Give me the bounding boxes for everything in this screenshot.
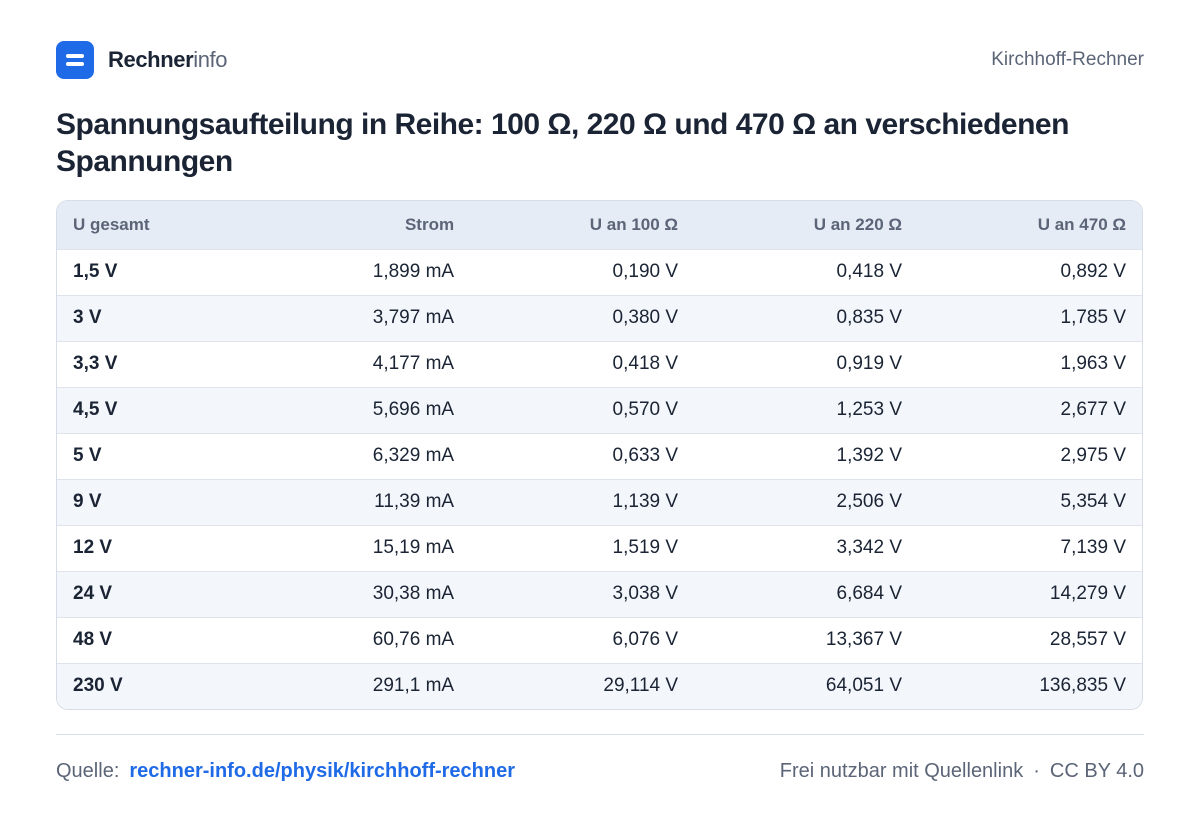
table-row: 1,5 V 1,899 mA 0,190 V 0,418 V 0,892 V (57, 249, 1142, 295)
rechnerinfo-logo-icon (56, 41, 94, 79)
cell-current: 1,899 mA (372, 261, 455, 282)
cell-u-100: 3,038 V (612, 583, 679, 604)
cell-current: 11,39 mA (374, 491, 455, 512)
cell-u-total: 4,5 V (73, 399, 118, 420)
license-info: Frei nutzbar mit Quellenlink · CC BY 4.0 (780, 760, 1144, 783)
column-header-current: Strom (404, 214, 455, 234)
cell-u-470: 7,139 V (1060, 537, 1127, 558)
cell-current: 6,329 mA (372, 445, 455, 466)
cell-u-470: 2,677 V (1060, 399, 1127, 420)
cell-u-100: 1,139 V (612, 491, 679, 512)
license-separator: · (1033, 760, 1040, 782)
license-name: CC BY 4.0 (1049, 760, 1144, 782)
cell-u-total: 12 V (73, 537, 113, 558)
cell-current: 15,19 mA (372, 537, 455, 558)
brand-name-light: info (193, 47, 228, 72)
cell-u-220: 3,342 V (836, 537, 903, 558)
cell-u-100: 0,418 V (612, 353, 679, 374)
table-row: 4,5 V 5,696 mA 0,570 V 1,253 V 2,677 V (57, 387, 1142, 433)
cell-u-220: 13,367 V (825, 629, 902, 650)
table-row: 3,3 V 4,177 mA 0,418 V 0,919 V 1,963 V (57, 341, 1142, 387)
cell-u-220: 0,835 V (836, 307, 903, 328)
cell-u-470: 136,835 V (1039, 675, 1126, 697)
cell-u-470: 0,892 V (1060, 261, 1127, 282)
voltage-divider-table: U gesamt Strom U an 100 Ω U an 220 Ω U a… (57, 201, 1142, 709)
cell-u-total: 5 V (73, 445, 102, 466)
cell-u-total: 24 V (73, 583, 113, 604)
cell-current: 60,76 mA (372, 629, 455, 650)
cell-u-total: 3,3 V (73, 353, 118, 374)
column-header-u-100: U an 100 Ω (589, 214, 679, 234)
source: Quelle: rechner-info.de/physik/kirchhoff-… (56, 760, 515, 783)
page-title: Spannungsaufteilung in Reihe: 100 Ω, 220… (56, 108, 1069, 178)
voltage-divider-table-container: U gesamt Strom U an 100 Ω U an 220 Ω U a… (56, 200, 1143, 710)
cell-current: 5,696 mA (372, 399, 455, 420)
source-link[interactable]: rechner-info.de/physik/kirchhoff-rechner (129, 760, 516, 782)
source-label: Quelle: (56, 760, 120, 782)
cell-current: 3,797 mA (372, 307, 455, 328)
cell-u-220: 1,392 V (836, 445, 903, 466)
cell-current: 30,38 mA (372, 583, 455, 604)
brand-name: Rechnerinfo (108, 47, 228, 73)
table-row: 5 V 6,329 mA 0,633 V 1,392 V 2,975 V (57, 433, 1142, 479)
cell-u-220: 2,506 V (836, 491, 903, 512)
footer-divider (56, 734, 1144, 735)
cell-u-220: 0,919 V (836, 353, 903, 374)
cell-current: 4,177 mA (372, 353, 455, 374)
cell-u-220: 64,051 V (825, 675, 902, 697)
cell-u-470: 28,557 V (1049, 629, 1126, 650)
table-row: 230 V 291,1 mA 29,114 V 64,051 V 136,835 V (57, 663, 1142, 709)
table-row: 24 V 30,38 mA 3,038 V 6,684 V 14,279 V (57, 571, 1142, 617)
cell-u-100: 0,570 V (612, 399, 679, 420)
cell-u-total: 3 V (73, 307, 102, 328)
cell-u-total: 230 V (73, 675, 123, 697)
column-header-u-220: U an 220 Ω (813, 214, 902, 234)
column-header-u-470: U an 470 Ω (1037, 214, 1126, 234)
cell-u-total: 9 V (73, 491, 102, 512)
cell-u-220: 0,418 V (836, 261, 903, 282)
cell-u-100: 6,076 V (612, 629, 679, 650)
cell-u-220: 1,253 V (836, 399, 903, 420)
cell-u-100: 0,633 V (612, 445, 679, 466)
cell-u-470: 14,279 V (1049, 583, 1126, 604)
table-header-row: U gesamt Strom U an 100 Ω U an 220 Ω U a… (57, 201, 1142, 249)
cell-u-100: 1,519 V (612, 537, 679, 558)
column-header-u-total: U gesamt (73, 214, 150, 234)
cell-u-100: 29,114 V (603, 675, 679, 697)
cell-u-470: 2,975 V (1060, 445, 1127, 466)
table-row: 48 V 60,76 mA 6,076 V 13,367 V 28,557 V (57, 617, 1142, 663)
table-row: 9 V 11,39 mA 1,139 V 2,506 V 5,354 V (57, 479, 1142, 525)
brand-name-bold: Rechner (108, 47, 194, 72)
brand[interactable]: Rechnerinfo (56, 41, 228, 79)
cell-u-220: 6,684 V (836, 583, 903, 604)
table-body: 1,5 V 1,899 mA 0,190 V 0,418 V 0,892 V 3 V 3,7… (57, 249, 1142, 709)
cell-u-100: 0,190 V (612, 261, 679, 282)
cell-u-total: 1,5 V (73, 261, 118, 282)
table-header: U gesamt Strom U an 100 Ω U an 220 Ω U a… (57, 201, 1142, 249)
cell-u-470: 1,963 V (1060, 353, 1127, 374)
page-footer: Quelle: rechner-info.de/physik/kirchhoff-… (56, 760, 1144, 783)
license-note: Frei nutzbar mit Quellenlink (779, 760, 1024, 782)
table-row: 12 V 15,19 mA 1,519 V 3,342 V 7,139 V (57, 525, 1142, 571)
table-row: 3 V 3,797 mA 0,380 V 0,835 V 1,785 V (57, 295, 1142, 341)
cell-u-100: 0,380 V (612, 307, 679, 328)
calculator-name: Kirchhoff-Rechner (991, 49, 1144, 70)
cell-u-470: 1,785 V (1060, 307, 1127, 328)
cell-current: 291,1 mA (372, 675, 455, 697)
page-header: Rechnerinfo Kirchhoff-Rechner (56, 40, 1144, 80)
cell-u-total: 48 V (73, 629, 113, 650)
cell-u-470: 5,354 V (1060, 491, 1127, 512)
